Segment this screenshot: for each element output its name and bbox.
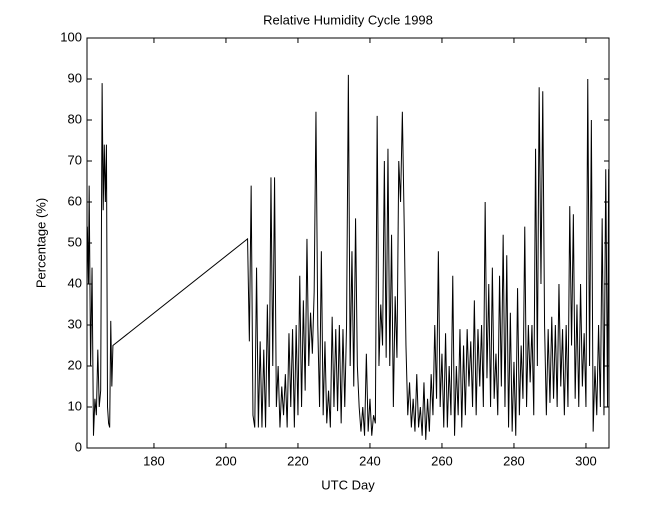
x-tick-label: 300: [575, 453, 597, 468]
x-axis-label: UTC Day: [321, 477, 375, 492]
y-tick-label: 90: [68, 70, 82, 85]
x-tick-label: 180: [143, 453, 165, 468]
y-tick-label: 80: [68, 111, 82, 126]
y-tick-label: 30: [68, 316, 82, 331]
data-line: [86, 74, 610, 440]
y-tick-label: 60: [68, 193, 82, 208]
y-tick-label: 0: [75, 439, 82, 454]
x-tick-label: 280: [503, 453, 525, 468]
x-tick-label: 240: [359, 453, 381, 468]
chart-title: Relative Humidity Cycle 1998: [263, 12, 433, 27]
x-tick-label: 260: [431, 453, 453, 468]
x-tick-label: 200: [215, 453, 237, 468]
y-tick-label: 20: [68, 357, 82, 372]
x-tick-label: 220: [287, 453, 309, 468]
y-tick-label: 70: [68, 152, 82, 167]
y-axis-label: Percentage (%): [33, 198, 48, 288]
y-tick-label: 50: [68, 234, 82, 249]
y-tick-label: 100: [60, 29, 82, 44]
y-tick-label: 40: [68, 275, 82, 290]
y-tick-label: 10: [68, 398, 82, 413]
